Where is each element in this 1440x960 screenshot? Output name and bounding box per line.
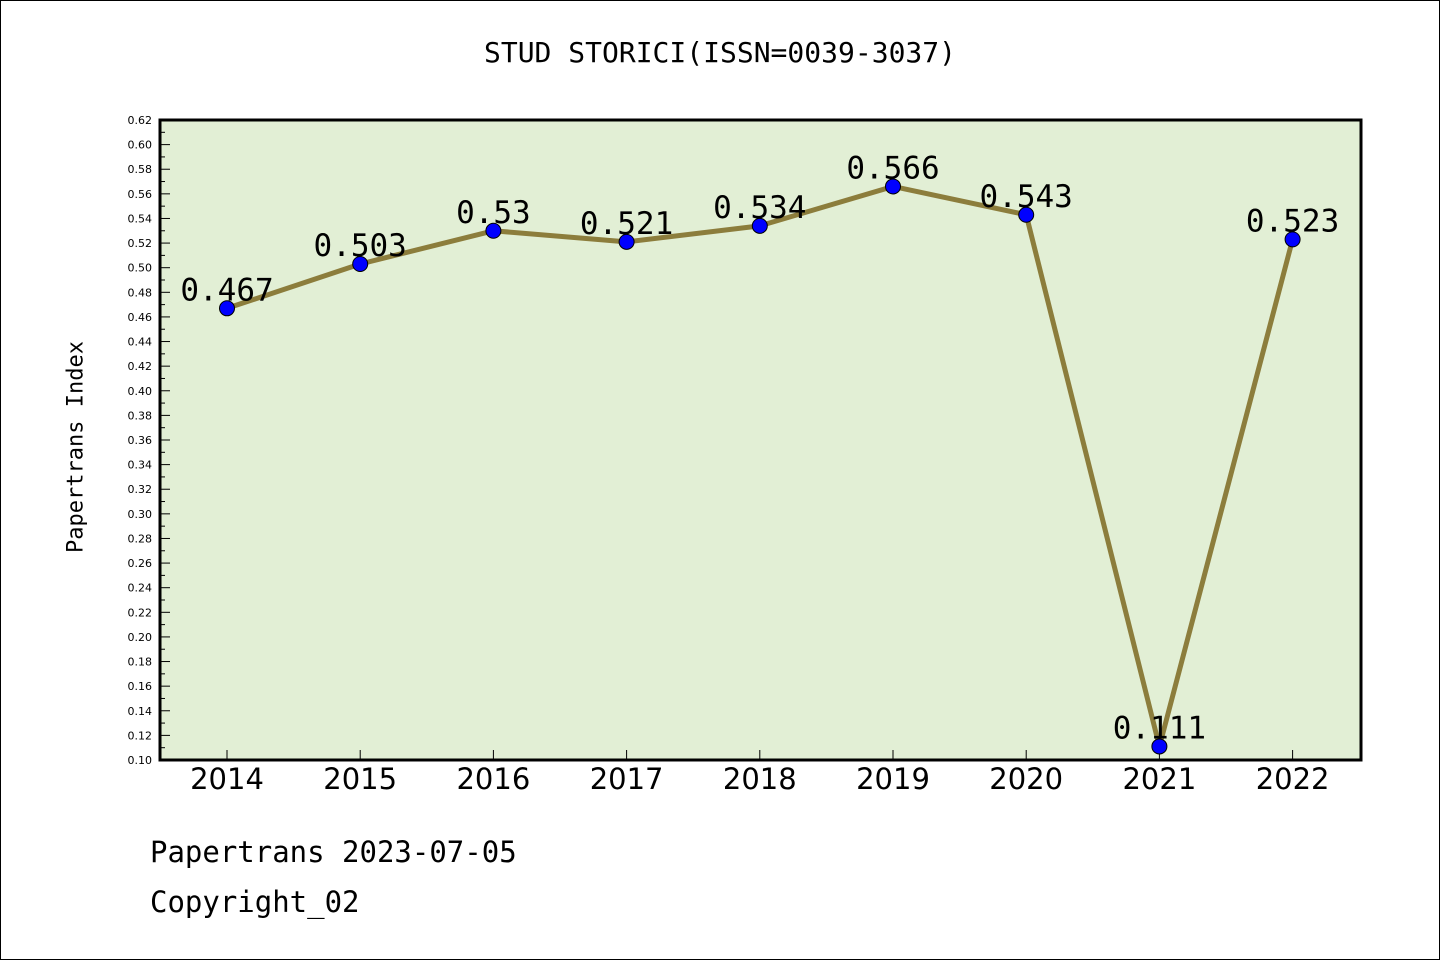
y-tick-label: 0.44 [128, 336, 153, 349]
y-tick-label: 0.28 [128, 532, 153, 545]
data-point [1284, 231, 1301, 248]
y-tick-label: 0.50 [128, 262, 153, 275]
data-point [219, 300, 235, 317]
y-tick-label: 0.14 [128, 705, 153, 718]
data-point [618, 233, 635, 250]
data-label: 0.523 [1246, 203, 1339, 239]
y-axis: 0.10 0.12 0.14 0.16 0.18 0.20 0.22 0.24 0.26 0.28… [128, 114, 170, 767]
data-label: 0.53 [456, 195, 531, 231]
footer-date: Papertrans 2023-07-05 [150, 835, 517, 869]
data-point [1018, 206, 1035, 223]
y-tick-label: 0.54 [128, 212, 153, 225]
y-tick-label: 0.48 [128, 286, 153, 299]
data-label: 0.534 [713, 190, 806, 226]
y-tick-label: 0.20 [128, 631, 153, 644]
y-tick-label: 0.34 [128, 459, 153, 472]
y-tick-label: 0.18 [128, 656, 153, 669]
y-tick-label: 0.58 [128, 163, 153, 176]
data-point [885, 178, 901, 195]
x-tick-label: 2020 [989, 762, 1063, 796]
y-tick-label: 0.24 [128, 582, 153, 595]
data-label: 0.503 [314, 228, 407, 264]
y-tick-label: 0.26 [128, 557, 153, 570]
data-point [352, 256, 369, 272]
y-tick-label: 0.56 [128, 188, 153, 201]
y-tick-label: 0.60 [128, 139, 153, 152]
data-point [485, 222, 502, 239]
y-tick-label: 0.10 [128, 754, 153, 767]
data-label: 0.467 [180, 272, 273, 308]
x-tick-label: 2015 [323, 762, 397, 796]
y-tick-label: 0.62 [128, 114, 153, 127]
y-tick-label: 0.30 [128, 508, 153, 521]
x-tick-label: 2014 [190, 762, 264, 796]
footer-copyright: Copyright_02 [150, 885, 360, 919]
data-labels: 0.467 0.503 0.53 0.521 0.534 0.566 0.543 0.111 0… [180, 150, 1339, 746]
x-tick-label: 2021 [1122, 762, 1196, 796]
data-label: 0.111 [1113, 710, 1206, 746]
y-tick-label: 0.52 [128, 237, 153, 250]
data-label: 0.566 [846, 150, 939, 186]
x-tick-label: 2017 [590, 762, 664, 796]
x-tick-label: 2018 [723, 762, 797, 796]
data-label: 0.521 [580, 206, 673, 242]
x-tick-label: 2016 [456, 762, 530, 796]
y-tick-label: 0.32 [128, 483, 153, 496]
x-axis: 2014 2015 2016 2017 2018 2019 2020 2021 2022 [190, 750, 1330, 796]
y-tick-label: 0.16 [128, 680, 153, 693]
y-tick-label: 0.22 [128, 606, 153, 619]
y-tick-label: 0.12 [128, 729, 153, 742]
x-tick-label: 2019 [856, 762, 930, 796]
y-tick-label: 0.40 [128, 385, 153, 398]
chart-title: STUD STORICI(ISSN=0039-3037) [483, 36, 956, 69]
data-point [1151, 738, 1168, 755]
x-tick-label: 2022 [1256, 762, 1330, 796]
data-label: 0.543 [980, 179, 1073, 215]
series-markers [219, 178, 1301, 755]
y-tick-label: 0.36 [128, 434, 153, 447]
data-point [751, 217, 768, 234]
y-tick-label: 0.38 [128, 409, 153, 422]
y-tick-label: 0.42 [128, 360, 153, 373]
y-tick-label: 0.46 [128, 311, 153, 324]
